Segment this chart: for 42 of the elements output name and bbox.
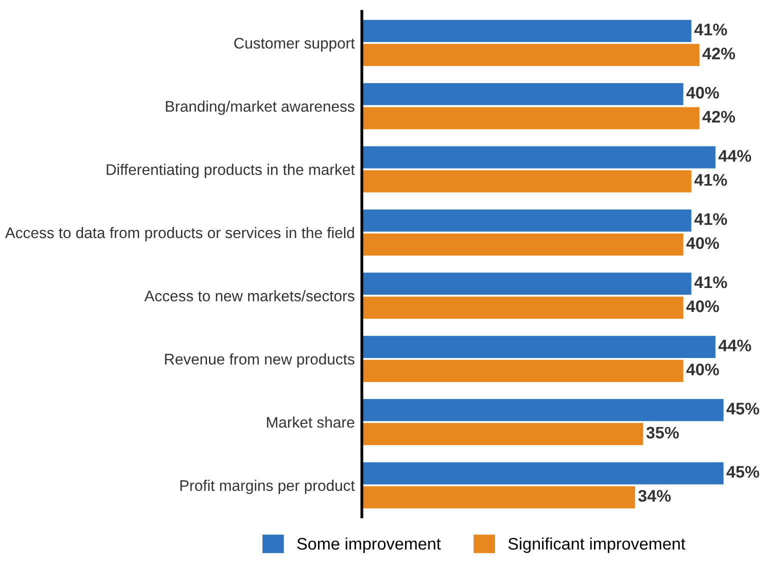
data-label: 42% — [702, 110, 736, 123]
y-tick-label: Profit margins per product — [180, 480, 355, 494]
bar — [362, 44, 700, 66]
data-label: 44% — [718, 150, 752, 162]
y-tick-label: Customer support — [234, 38, 355, 52]
data-label: 41% — [694, 174, 728, 186]
y-tick-label: Branding/market awareness — [166, 100, 354, 115]
bar — [362, 423, 644, 446]
bar — [362, 170, 692, 192]
data-label: 40% — [686, 364, 719, 376]
bar — [362, 296, 684, 319]
legend-label: Significant improvement — [508, 537, 686, 553]
y-tick-label: Differentiating products in the market — [106, 164, 355, 178]
y-tick-label: Access to new markets/sectors — [144, 290, 354, 302]
bar — [362, 399, 724, 422]
bar — [362, 83, 684, 106]
data-label: 41% — [694, 24, 728, 36]
y-tick-label: Access to data from products or services in the field — [5, 226, 354, 242]
data-label: 34% — [638, 490, 671, 502]
y-tick-label: Revenue from new products — [165, 353, 354, 368]
bar — [362, 209, 692, 232]
bar — [362, 20, 692, 42]
bar — [362, 486, 636, 508]
data-label: 35% — [646, 426, 679, 439]
data-label: 45% — [726, 402, 760, 415]
data-label: 41% — [694, 276, 728, 288]
bar — [362, 272, 692, 295]
bar — [362, 233, 684, 256]
data-label: 45% — [726, 466, 760, 478]
data-label: 40% — [686, 86, 719, 99]
bar — [362, 360, 684, 382]
bar — [362, 146, 716, 168]
data-label: 40% — [686, 237, 719, 250]
data-label: 41% — [694, 213, 728, 225]
data-label: 40% — [686, 300, 719, 312]
legend-label: Some improvement — [297, 537, 441, 553]
bar — [362, 107, 700, 130]
y-tick-label: Market share — [267, 416, 354, 428]
bar — [362, 462, 724, 484]
data-label: 42% — [702, 48, 736, 60]
data-label: 44% — [718, 340, 752, 352]
bar — [362, 336, 716, 358]
